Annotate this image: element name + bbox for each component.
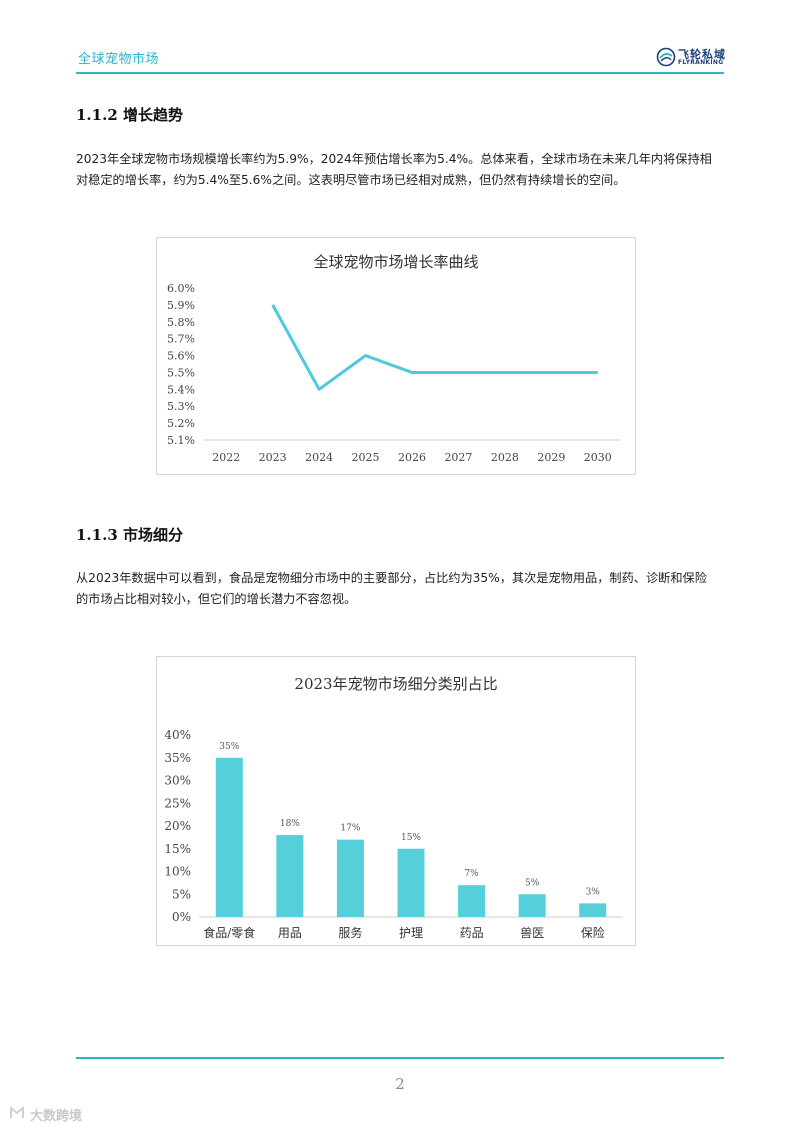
- bar-chart-title: 2023年宠物市场细分类别占比: [294, 675, 498, 693]
- y-tick-label: 5.1%: [167, 434, 195, 447]
- y-tick-label: 6.0%: [167, 282, 195, 295]
- y-tick-label: 5.8%: [167, 316, 195, 329]
- footer-divider: [76, 1057, 724, 1059]
- bar: [336, 839, 364, 917]
- y-tick-label: 0%: [172, 910, 191, 924]
- y-tick-label: 10%: [164, 865, 191, 879]
- watermark-text: 大数跨境: [30, 1109, 83, 1124]
- bar-data-label: 5%: [525, 878, 540, 888]
- y-tick-label: 20%: [164, 819, 191, 833]
- x-tick-label: 2030: [584, 451, 612, 464]
- y-tick-label: 5.2%: [167, 417, 195, 430]
- bar-data-label: 3%: [586, 887, 601, 897]
- header-title: 全球宠物市场: [78, 52, 160, 67]
- paragraph-growth-trend: 2023年全球宠物市场规模增长率约为5.9%，2024年预估增长率为5.4%。总…: [76, 152, 712, 187]
- x-tick-label: 2022: [212, 451, 240, 464]
- bar: [215, 757, 243, 917]
- header-divider: [76, 72, 724, 74]
- x-category-label: 保险: [581, 925, 605, 940]
- y-tick-label: 5.7%: [167, 333, 195, 346]
- logo-text-en: FLYRANKING: [678, 59, 724, 66]
- x-category-label: 服务: [338, 925, 362, 940]
- y-tick-label: 15%: [164, 842, 191, 856]
- x-category-label: 兽医: [520, 926, 544, 940]
- segment-share-chart: 2023年宠物市场细分类别占比 40% 35% 30% 25% 20% 15% 10% 5% 0…: [156, 656, 636, 946]
- y-tick-label: 30%: [164, 774, 191, 788]
- y-tick-label: 35%: [164, 751, 191, 765]
- y-tick-label: 5.3%: [167, 400, 195, 413]
- bar: [397, 848, 425, 917]
- section-heading-segmentation: 1.1.3 市场细分: [76, 526, 183, 544]
- logo-text-cn: 飞轮私域: [678, 48, 726, 61]
- bar: [458, 885, 486, 917]
- y-tick-label: 5%: [172, 887, 191, 901]
- line-chart-title: 全球宠物市场增长率曲线: [313, 253, 479, 271]
- y-tick-label: 5.4%: [167, 383, 195, 396]
- bar-chart-plot: 40% 35% 30% 25% 20% 15% 10% 5% 0% 35% 食品/零食 18% 用品 17…: [164, 728, 623, 940]
- y-tick-label: 5.5%: [167, 366, 195, 379]
- bar: [518, 894, 546, 917]
- y-tick-label: 40%: [164, 728, 191, 742]
- x-tick-label: 2024: [305, 451, 333, 464]
- bar-data-label: 18%: [280, 819, 300, 829]
- brand-logo: 飞轮私域 FLYRANKING: [656, 46, 726, 68]
- x-category-label: 护理: [399, 926, 423, 940]
- line-series-0: [271, 304, 598, 391]
- growth-rate-chart: 全球宠物市场增长率曲线 6.0% 5.9% 5.8% 5.7% 5.6% 5.5% 5.4%…: [156, 237, 636, 475]
- x-tick-label: 2028: [491, 451, 519, 464]
- bar: [579, 903, 607, 917]
- x-category-label: 食品/零食: [203, 925, 255, 940]
- x-category-label: 用品: [278, 926, 302, 940]
- y-tick-label: 25%: [164, 796, 191, 810]
- page-number: 2: [395, 1075, 405, 1093]
- paragraph-segmentation: 从2023年数据中可以看到，食品是宠物细分市场中的主要部分，占比约为35%，其次…: [76, 571, 707, 606]
- bar: [276, 835, 304, 917]
- bar-data-label: 17%: [340, 824, 360, 834]
- x-tick-label: 2027: [444, 451, 472, 464]
- y-tick-label: 5.6%: [167, 350, 195, 363]
- x-tick-label: 2025: [352, 451, 380, 464]
- y-tick-label: 5.9%: [167, 299, 195, 312]
- logo-swirl-icon: [656, 47, 676, 67]
- line-chart-plot: 6.0% 5.9% 5.8% 5.7% 5.6% 5.5% 5.4% 5.3% 5.2% 5.1%…: [167, 282, 621, 464]
- bar-data-label: 15%: [401, 833, 421, 843]
- x-tick-label: 2029: [537, 451, 565, 464]
- watermark-logo-icon: [10, 1105, 24, 1118]
- bar-data-label: 7%: [464, 869, 479, 879]
- watermark: 大数跨境: [8, 1103, 108, 1125]
- bar-data-label: 35%: [219, 742, 239, 752]
- x-tick-label: 2026: [398, 451, 426, 464]
- x-category-label: 药品: [460, 926, 484, 940]
- x-tick-label: 2023: [259, 451, 287, 464]
- section-heading-growth-trend: 1.1.2 增长趋势: [76, 106, 183, 124]
